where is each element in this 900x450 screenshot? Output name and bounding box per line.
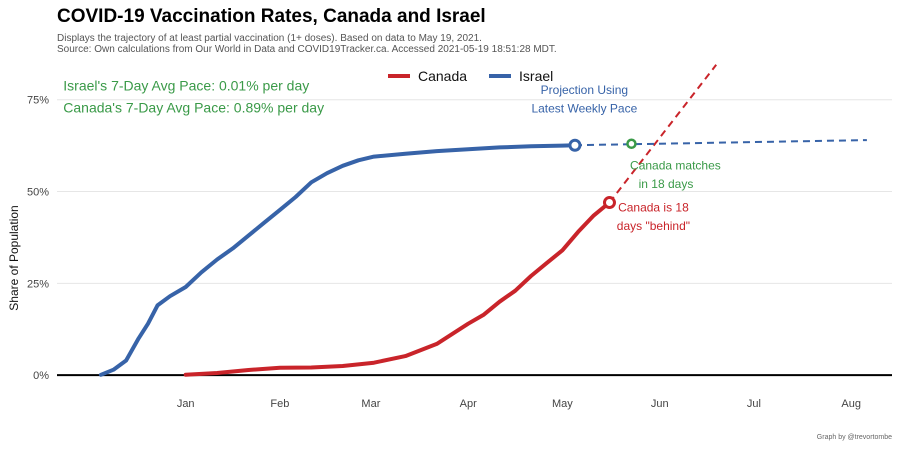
chart-source: Source: Own calculations from Our World … [57, 44, 557, 55]
annotation-text: Israel's 7-Day Avg Pace: 0.01% per day [63, 78, 309, 94]
marker-layer [568, 138, 637, 210]
grid-layer [57, 99, 892, 284]
annotation-text: days "behind" [617, 219, 690, 233]
legend: Canada Israel [388, 68, 575, 84]
line-layer [98, 64, 867, 377]
marker-canada [602, 196, 616, 210]
annotation-text: in 18 days [639, 177, 694, 191]
annotation-text: Canada matches [630, 158, 721, 172]
x-tick-label: Feb [270, 398, 289, 410]
series-line-canada [183, 200, 612, 377]
x-tick-label: Mar [361, 398, 380, 410]
x-tick-label: Apr [460, 398, 477, 410]
legend-swatch-canada [388, 74, 410, 78]
y-tick-label: 25% [27, 278, 49, 290]
x-tick-label: Jun [651, 398, 669, 410]
annotation-text: Canada is 18 [618, 201, 689, 215]
annotation-text: Latest Weekly Pace [531, 102, 637, 116]
legend-label-israel: Israel [519, 68, 554, 84]
y-tick-label: 75% [27, 95, 49, 107]
chart-subtitle: Displays the trajectory of at least part… [57, 33, 482, 44]
x-tick-label: Jul [747, 398, 761, 410]
marker-israel [568, 138, 582, 152]
credit-text: Graph by @trevortombe [816, 434, 892, 441]
series-line-israel [98, 143, 577, 377]
annotation-layer: Israel's 7-Day Avg Pace: 0.01% per day Ca… [63, 78, 720, 234]
projection-line-canada [608, 64, 717, 204]
legend-item-israel: Israel [489, 68, 553, 84]
legend-swatch-israel [489, 74, 512, 78]
x-tick-label: Aug [841, 398, 861, 410]
axis-layer: 0% 25% 50% 75% Jan Feb Mar Apr May Jun Jul Aug [27, 95, 892, 410]
projection-line-israel [574, 139, 867, 147]
y-tick-label: 50% [27, 187, 49, 199]
y-tick-label: 0% [33, 370, 49, 382]
annotation-text: Canada's 7-Day Avg Pace: 0.89% per day [63, 100, 324, 116]
chart-title: COVID-19 Vaccination Rates, Canada and I… [57, 6, 486, 27]
marker-annotation [626, 138, 637, 150]
x-tick-label: Jan [177, 398, 195, 410]
y-axis-label: Share of Population [7, 205, 21, 310]
x-tick-label: May [552, 398, 573, 410]
legend-item-canada: Canada [388, 68, 467, 84]
annotation-text: Projection Using [541, 83, 628, 97]
legend-label-canada: Canada [418, 68, 468, 84]
